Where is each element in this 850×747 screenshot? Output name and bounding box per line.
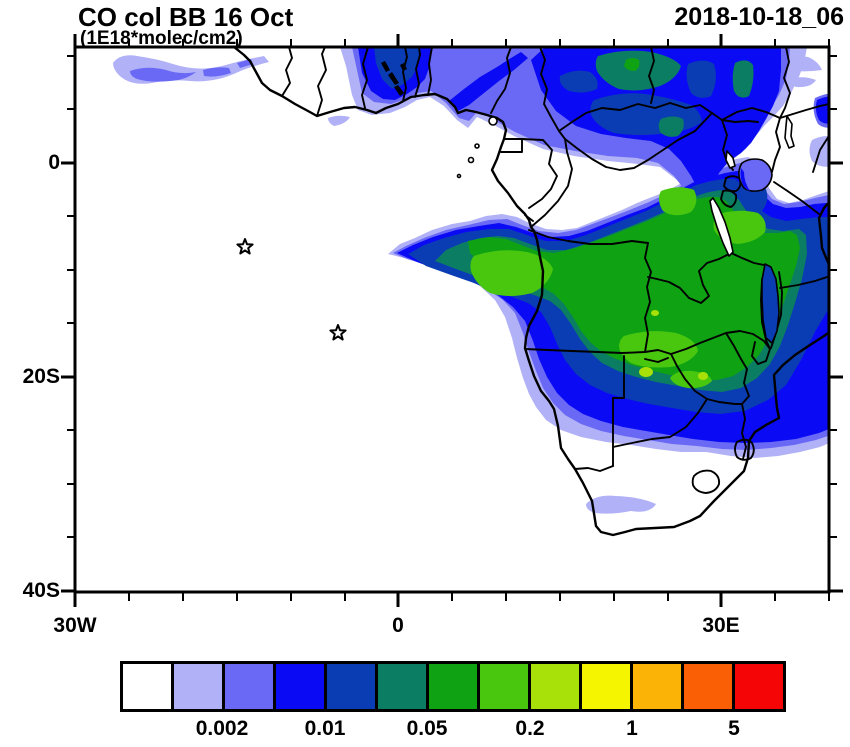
colorbar-cell-5 [375,664,426,709]
colorbar-label-1: 1 [626,717,638,740]
y-tick-label-20s: 20S [22,365,60,388]
colorbar-cell-6 [426,664,477,709]
x-tick-label-30w: 30W [53,614,97,637]
x-tick-label-30e: 30E [702,614,740,637]
lake-tanganyika [709,197,734,257]
colorbar [120,661,786,712]
colorbar-label-001: 0.01 [304,717,346,740]
star-marker-st-helena [329,324,347,341]
page-title: CO col BB 16 Oct [78,2,294,32]
lake-victoria-shade [740,168,750,191]
lake-victoria [738,158,773,192]
colorbar-cell-8 [528,664,579,709]
contour-core-marks [381,61,407,96]
colorbar-cell-1 [171,664,222,709]
y-tick-label-40s: 40S [22,579,60,602]
lake-turkana [784,115,795,149]
lakes [709,115,795,344]
datetime-stamp: 2018-10-18_06 [674,3,844,31]
x-tick-label-0: 0 [392,614,404,637]
station-star-markers [236,238,347,341]
colorbar-cell-2 [222,664,273,709]
colorbar-label-005: 0.05 [406,717,448,740]
colorbar-cell-0 [123,664,171,709]
contour-fill-yellow-green [639,310,708,380]
axis-ticks [61,34,843,607]
colorbar-cell-3 [273,664,324,709]
colorbar-label-5: 5 [728,717,740,740]
colorbar-cell-10 [630,664,681,709]
colorbar-label-0002: 0.002 [195,717,249,740]
colorbar-cell-9 [579,664,630,709]
colorbar-cell-7 [477,664,528,709]
contour-fill-green [468,58,800,380]
colorbar-cell-4 [324,664,375,709]
colorbar-label-02: 0.2 [515,717,545,740]
lake-malawi [761,263,780,344]
colorbar-cell-11 [681,664,732,709]
units-subtitle: (1E18*molec/cm2) [80,28,243,49]
africa-coastline [232,47,829,537]
lake-albert [725,150,736,169]
colorbar-cell-12 [732,664,783,709]
gulf-of-guinea-islands [456,116,498,179]
star-marker-ascension [236,238,254,255]
y-tick-label-0: 0 [48,151,60,174]
